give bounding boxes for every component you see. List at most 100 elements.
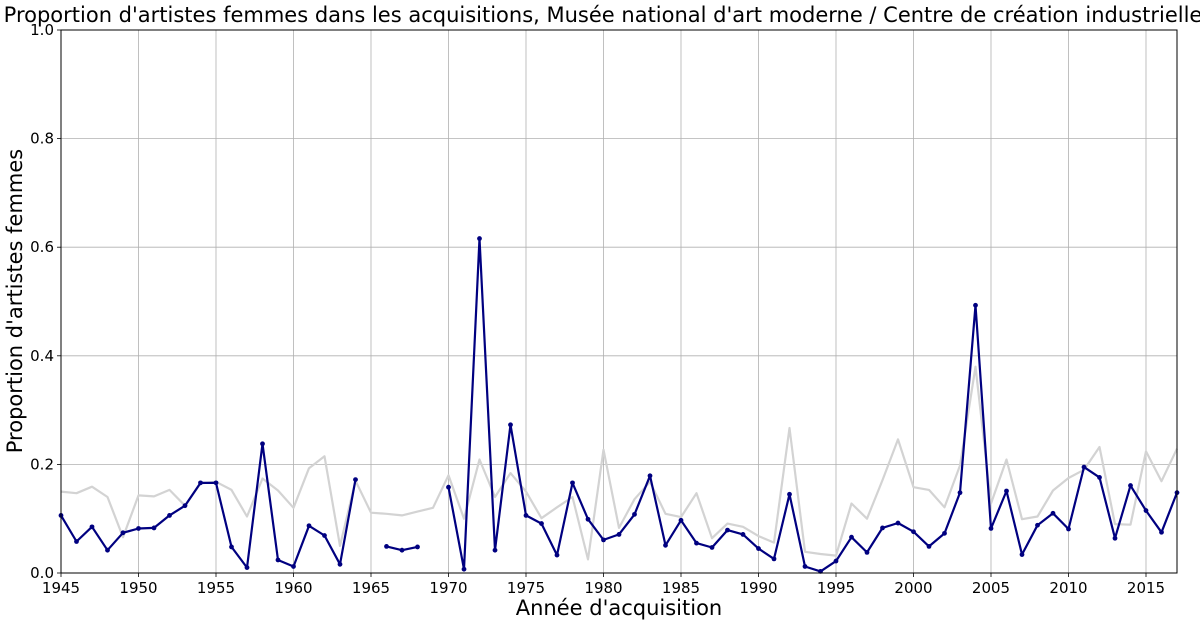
series-2-point [260, 441, 265, 447]
series-2-point [663, 542, 668, 548]
series-2-point [182, 503, 188, 509]
series-2-point [213, 480, 219, 486]
series-2-point [523, 513, 529, 518]
x-tick-label: 2000 [894, 579, 932, 597]
series-2-point [136, 526, 141, 531]
series-2-point [446, 484, 451, 490]
series-2-point [694, 540, 699, 546]
series-2-point [1081, 464, 1087, 470]
series-2-point [384, 543, 389, 549]
series-2-point [554, 552, 560, 558]
series-2-point [787, 491, 792, 497]
series-2-point [864, 549, 870, 555]
series-2-point [1004, 488, 1009, 494]
x-axis: 1945 1950 1955 1960 1965 1970 1975 1980 1985 1990… [42, 573, 1165, 597]
series-2-point [105, 547, 110, 553]
x-tick-label: 2010 [1049, 579, 1087, 597]
series-2-point [771, 556, 777, 562]
plot-frame [60, 29, 1178, 574]
series-2-point [337, 561, 343, 567]
series-2-point [802, 564, 808, 569]
series-2-line [60, 442, 357, 569]
y-tick-label: 0.6 [30, 238, 54, 256]
grid [60, 29, 1177, 574]
series-2-point [988, 526, 994, 531]
series-2-point [895, 520, 901, 526]
y-axis: 0.0 0.2 0.4 0.6 0.8 1.0 [30, 21, 61, 582]
series-2-point [678, 517, 684, 523]
series-2-point [399, 547, 405, 553]
series-2-point [1050, 510, 1056, 516]
series-2-point [647, 473, 653, 479]
series-2-point [1112, 535, 1118, 541]
chart-title: Proportion d'artistes femmes dans les ac… [4, 3, 1200, 27]
series-2-point [167, 513, 172, 518]
series-1-line [60, 365, 1178, 561]
y-tick-label: 1.0 [30, 21, 54, 39]
y-tick-label: 0.4 [30, 347, 54, 365]
series-2-point [275, 557, 281, 563]
series-2-point [880, 525, 885, 531]
series-2-point [74, 539, 79, 544]
series-2-point [756, 546, 761, 551]
series-2-point [1143, 508, 1149, 513]
series-2-point [957, 490, 963, 496]
x-tick-label: 1995 [817, 579, 855, 597]
x-tick-label: 1965 [352, 579, 390, 597]
series-group [58, 236, 1180, 574]
series-2-point [1128, 483, 1133, 488]
x-tick-label: 1990 [739, 579, 777, 597]
series-2-point [291, 564, 296, 569]
series-2-point [492, 547, 498, 553]
x-tick-label: 1975 [507, 579, 545, 597]
series-2-point [508, 422, 513, 428]
x-tick-label: 1970 [429, 579, 467, 597]
series-2-point [539, 521, 544, 526]
x-tick-label: 1945 [42, 579, 80, 597]
series-2-point [709, 545, 715, 550]
series-2-point [120, 530, 126, 536]
series-2-point [616, 532, 622, 537]
series-2-point [632, 511, 637, 517]
y-tick-label: 0.8 [30, 130, 54, 148]
series-2-point [1035, 522, 1040, 528]
series-2-point [942, 530, 947, 536]
series-2-point [244, 565, 250, 570]
series-2-line [447, 237, 1179, 573]
series-2-point [740, 532, 746, 537]
series-2-point [1019, 552, 1025, 557]
series-2-point [973, 302, 978, 308]
series-2-point [477, 236, 482, 241]
series-2-point [725, 527, 730, 533]
series-2-point [601, 537, 606, 543]
series-2-point [1097, 475, 1102, 480]
x-axis-label: Année d'acquisition [516, 596, 723, 620]
series-2-point [911, 529, 916, 535]
x-tick-label: 1960 [274, 579, 312, 597]
x-tick-label: 1980 [584, 579, 622, 597]
x-tick-label: 1955 [197, 579, 235, 597]
y-tick-label: 0.2 [30, 455, 54, 473]
x-tick-label: 2005 [972, 579, 1010, 597]
series-2-point [833, 558, 839, 564]
series-2-point [926, 543, 932, 549]
series-2-point [198, 480, 203, 486]
series-2-point [353, 477, 358, 483]
x-tick-label: 1985 [662, 579, 700, 597]
series-2-point [849, 534, 854, 540]
y-tick-label: 0.0 [30, 564, 54, 582]
x-tick-label: 1950 [119, 579, 157, 597]
series-2-point [229, 544, 234, 550]
series-2-point [89, 524, 95, 530]
series-2-point [461, 566, 467, 572]
series-2-point [1066, 526, 1071, 532]
y-axis-label: Proportion d'artistes femmes [3, 149, 27, 454]
series-2-point [415, 544, 420, 550]
series-2-point [322, 533, 327, 538]
series-2-point [585, 516, 591, 522]
series-2-point [151, 525, 157, 531]
series-2-point [306, 523, 312, 529]
x-tick-label: 2015 [1127, 579, 1165, 597]
series-2-point [1159, 529, 1164, 535]
